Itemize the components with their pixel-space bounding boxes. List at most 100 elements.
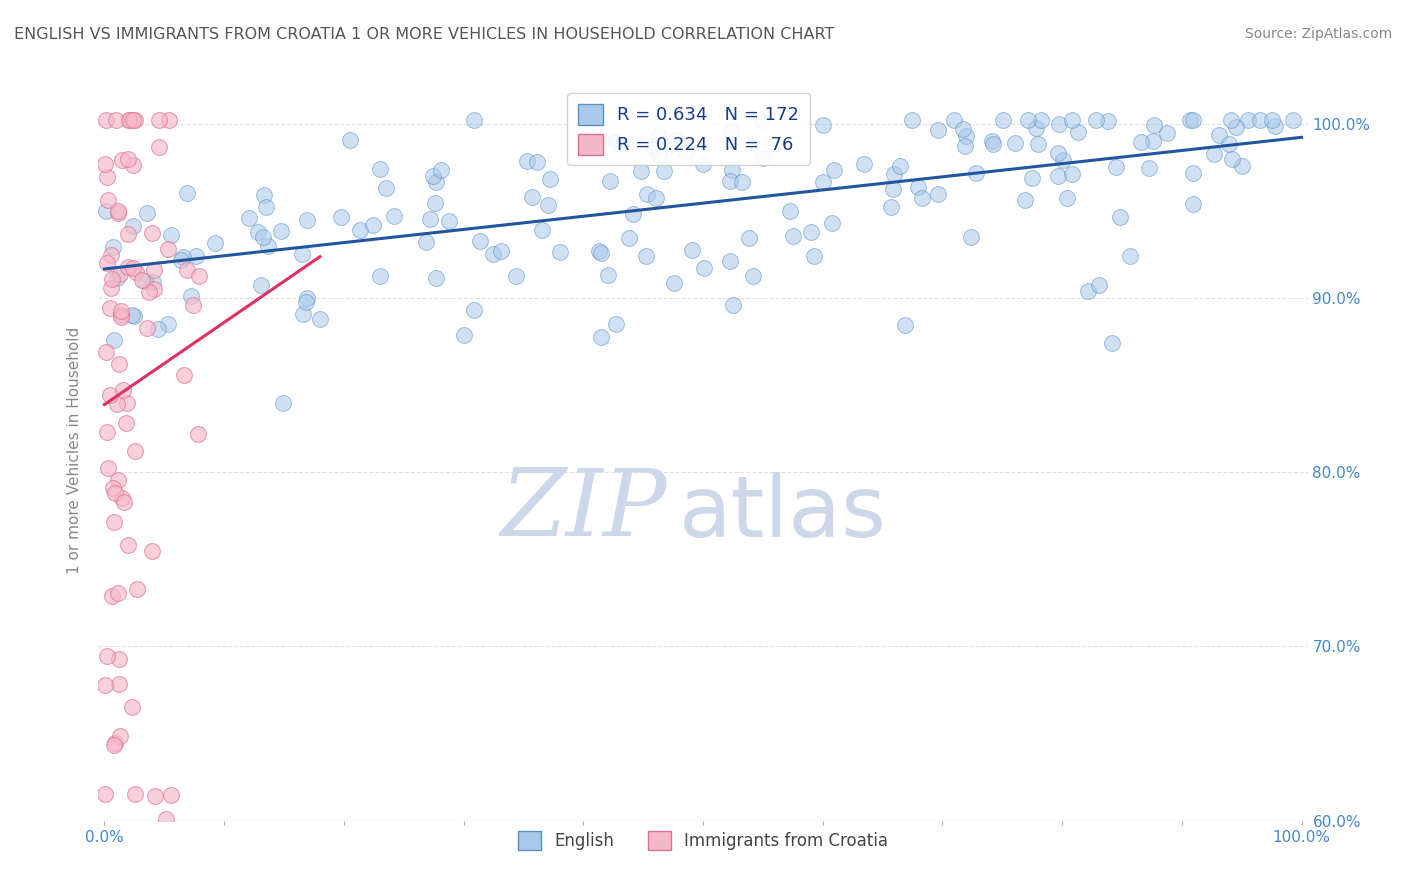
Point bbox=[155, 813, 177, 827]
Point bbox=[965, 166, 987, 180]
Point bbox=[103, 333, 125, 347]
Point bbox=[1143, 119, 1166, 133]
Point bbox=[1046, 169, 1069, 183]
Point bbox=[122, 261, 145, 276]
Point bbox=[100, 387, 122, 401]
Point bbox=[1017, 113, 1039, 128]
Point bbox=[882, 182, 904, 196]
Point bbox=[952, 122, 974, 136]
Text: Source: ZipAtlas.com: Source: ZipAtlas.com bbox=[1244, 27, 1392, 41]
Point bbox=[1181, 197, 1204, 211]
Point bbox=[430, 163, 453, 178]
Point bbox=[96, 256, 118, 270]
Point bbox=[368, 268, 391, 283]
Point bbox=[93, 787, 115, 801]
Point bbox=[142, 275, 165, 289]
Point bbox=[647, 148, 669, 162]
Point bbox=[108, 730, 131, 744]
Point bbox=[295, 292, 318, 306]
Point bbox=[374, 181, 396, 195]
Point bbox=[135, 321, 157, 335]
Point bbox=[1004, 136, 1026, 150]
Point bbox=[470, 234, 492, 248]
Point bbox=[1208, 128, 1230, 142]
Point bbox=[176, 186, 198, 200]
Point bbox=[148, 113, 170, 128]
Point bbox=[738, 230, 761, 244]
Point bbox=[643, 139, 665, 153]
Point bbox=[180, 289, 202, 303]
Point bbox=[1119, 249, 1142, 263]
Point bbox=[1218, 136, 1240, 151]
Point bbox=[1142, 134, 1164, 148]
Point bbox=[125, 582, 148, 597]
Point bbox=[531, 223, 554, 237]
Point bbox=[94, 345, 117, 359]
Point bbox=[644, 191, 666, 205]
Point bbox=[157, 113, 180, 128]
Point bbox=[1014, 193, 1036, 207]
Point bbox=[1026, 136, 1049, 151]
Point bbox=[361, 218, 384, 232]
Point bbox=[1047, 117, 1070, 131]
Point bbox=[105, 397, 128, 411]
Text: ZIP: ZIP bbox=[501, 465, 666, 555]
Point bbox=[911, 191, 934, 205]
Point bbox=[108, 652, 131, 666]
Point bbox=[110, 304, 132, 318]
Point bbox=[112, 494, 135, 508]
Point bbox=[117, 260, 139, 274]
Point bbox=[1066, 125, 1088, 139]
Point bbox=[295, 295, 318, 310]
Point bbox=[1237, 113, 1260, 128]
Point bbox=[415, 235, 437, 249]
Point bbox=[141, 226, 163, 240]
Point bbox=[104, 486, 127, 500]
Point bbox=[505, 269, 527, 284]
Point bbox=[136, 205, 159, 219]
Point bbox=[110, 308, 132, 322]
Legend: English, Immigrants from Croatia: English, Immigrants from Croatia bbox=[510, 824, 896, 856]
Point bbox=[107, 203, 129, 218]
Point bbox=[821, 215, 844, 229]
Point bbox=[1088, 277, 1111, 292]
Point bbox=[96, 648, 118, 663]
Point bbox=[112, 383, 135, 397]
Point bbox=[382, 209, 405, 223]
Point bbox=[1021, 170, 1043, 185]
Point bbox=[1060, 113, 1083, 128]
Point bbox=[101, 589, 124, 603]
Point bbox=[603, 134, 626, 148]
Point bbox=[121, 158, 143, 172]
Point bbox=[159, 788, 181, 802]
Point bbox=[439, 214, 461, 228]
Point bbox=[1056, 191, 1078, 205]
Point bbox=[184, 249, 207, 263]
Point bbox=[114, 416, 136, 430]
Point bbox=[117, 153, 139, 167]
Point bbox=[118, 113, 141, 128]
Point bbox=[1029, 113, 1052, 128]
Point bbox=[980, 134, 1002, 148]
Point bbox=[121, 700, 143, 714]
Point bbox=[852, 157, 875, 171]
Point bbox=[1225, 120, 1247, 135]
Point bbox=[297, 213, 319, 227]
Point bbox=[176, 263, 198, 277]
Point bbox=[107, 205, 129, 219]
Point bbox=[1109, 210, 1132, 224]
Point bbox=[1178, 113, 1201, 128]
Point bbox=[942, 113, 965, 128]
Point bbox=[187, 427, 209, 442]
Point bbox=[520, 190, 543, 204]
Point bbox=[1220, 152, 1243, 166]
Point bbox=[751, 151, 773, 165]
Point bbox=[270, 224, 292, 238]
Point bbox=[339, 132, 361, 146]
Point bbox=[107, 357, 129, 371]
Point bbox=[124, 787, 146, 801]
Point bbox=[103, 515, 125, 529]
Point bbox=[94, 678, 117, 692]
Point bbox=[156, 242, 179, 256]
Point bbox=[131, 273, 153, 287]
